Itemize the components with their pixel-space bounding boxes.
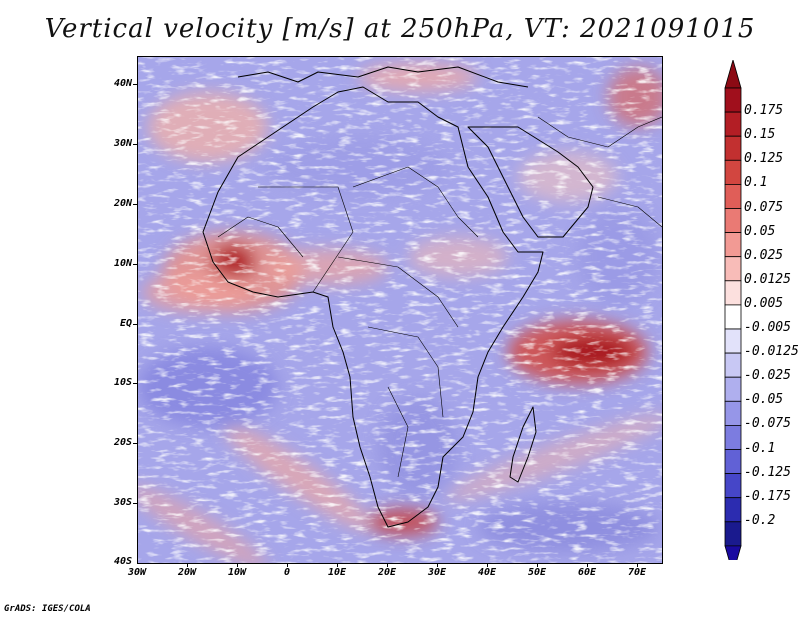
border-1: [258, 186, 354, 293]
lat-label-10n: 10N: [113, 258, 132, 269]
lat-tick: [133, 383, 137, 384]
lat-label-30n: 30N: [113, 138, 132, 149]
arabia-coastline: [467, 126, 594, 238]
colorbar-label: -0.0125: [744, 344, 799, 360]
colorbar-swatch: [724, 424, 742, 450]
lon-tick: [487, 563, 488, 567]
colorbar-swatch: [724, 208, 742, 234]
chart-title: Vertical velocity [m/s] at 250hPa, VT: 2…: [44, 14, 756, 44]
colorbar-swatch: [724, 304, 742, 330]
lon-label-0: 0: [283, 567, 291, 578]
colorbar-label: 0.1: [744, 175, 768, 191]
colorbar-label: 0.125: [744, 151, 784, 167]
colorbar-label: 0.0125: [744, 271, 791, 287]
colorbar-swatch: [724, 111, 742, 137]
colorbar-swatch: [724, 473, 742, 499]
lat-tick: [133, 204, 137, 205]
colorbar-swatch: [724, 497, 742, 523]
colorbar-swatch: [724, 400, 742, 426]
lat-tick: [133, 144, 137, 145]
colorbar-swatch: [724, 135, 742, 161]
lat-tick: [133, 324, 137, 325]
lon-label-10e: 10E: [327, 567, 347, 578]
colorbar: [724, 60, 742, 560]
colorbar-label: 0.025: [744, 247, 784, 263]
colorbar-label: -0.2: [744, 512, 776, 528]
colorbar-swatch: [724, 280, 742, 306]
lon-tick: [637, 563, 638, 567]
lon-label-40e: 40E: [477, 567, 497, 578]
colorbar-label: -0.175: [744, 488, 791, 504]
lon-tick: [287, 563, 288, 567]
lat-label-10s: 10S: [113, 377, 132, 388]
map-plot-area: [137, 56, 663, 564]
africa-coastline: [202, 86, 544, 528]
lat-tick: [133, 264, 137, 265]
map-field-svg: [138, 57, 662, 563]
colorbar-swatch: [724, 521, 742, 547]
lon-label-30e: 30E: [427, 567, 447, 578]
colorbar-swatch: [724, 256, 742, 282]
lat-label-20s: 20S: [113, 437, 132, 448]
lat-label-40s: 40S: [113, 556, 132, 567]
coastlines: [202, 66, 662, 528]
lat-tick: [133, 503, 137, 504]
lat-tick: [133, 84, 137, 85]
colorbar-label: 0.005: [744, 295, 784, 311]
colorbar-label: 0.05: [744, 223, 776, 239]
lon-tick: [187, 563, 188, 567]
colorbar-label: 0.175: [744, 103, 784, 119]
lat-label-40n: 40N: [113, 78, 132, 89]
border-4: [367, 326, 444, 418]
colorbar-swatch: [724, 87, 742, 113]
lon-tick: [587, 563, 588, 567]
lon-label-20w: 20W: [177, 567, 197, 578]
colorbar-label: -0.125: [744, 464, 791, 480]
lon-label-30w: 30W: [127, 567, 147, 578]
colorbar-label: -0.1: [744, 440, 776, 456]
border-6: [217, 216, 304, 258]
grads-credit: GrADS: IGES/COLA: [4, 604, 91, 614]
colorbar-swatch: [724, 352, 742, 378]
border-2: [352, 166, 479, 238]
lon-tick: [337, 563, 338, 567]
colorbar-swatch: [724, 376, 742, 402]
lon-label-60e: 60E: [577, 567, 597, 578]
colorbar-label: 0.15: [744, 127, 776, 143]
border-7: [537, 116, 662, 148]
border-5: [387, 386, 409, 478]
colorbar-top-arrow: [724, 60, 742, 89]
lon-tick: [237, 563, 238, 567]
border-3: [337, 256, 459, 328]
lon-label-10w: 10W: [227, 567, 247, 578]
colorbar-label: -0.025: [744, 368, 791, 384]
lat-label-20n: 20N: [113, 198, 132, 209]
lat-label-eq: EQ: [119, 318, 132, 329]
lat-label-30s: 30S: [113, 497, 132, 508]
colorbar-label: -0.075: [744, 416, 791, 432]
border-8: [597, 196, 662, 228]
colorbar-label: -0.05: [744, 392, 784, 408]
colorbar-swatch: [724, 232, 742, 258]
lat-tick: [133, 443, 137, 444]
colorbar-swatch: [724, 184, 742, 209]
lon-tick: [537, 563, 538, 567]
lon-label-70e: 70E: [627, 567, 647, 578]
lon-tick: [387, 563, 388, 567]
colorbar-swatch: [724, 159, 742, 185]
lon-tick: [437, 563, 438, 567]
lon-label-50e: 50E: [527, 567, 547, 578]
colorbar-swatch: [724, 328, 742, 354]
colorbar-label: -0.005: [744, 320, 791, 335]
lon-label-20e: 20E: [377, 567, 397, 578]
colorbar-swatch: [724, 449, 742, 475]
madagascar-coastline: [509, 406, 537, 483]
colorbar-bottom-arrow: [724, 545, 742, 560]
europe-coastline: [237, 66, 529, 88]
colorbar-label: 0.075: [744, 199, 784, 215]
fine-structure: [138, 57, 662, 563]
